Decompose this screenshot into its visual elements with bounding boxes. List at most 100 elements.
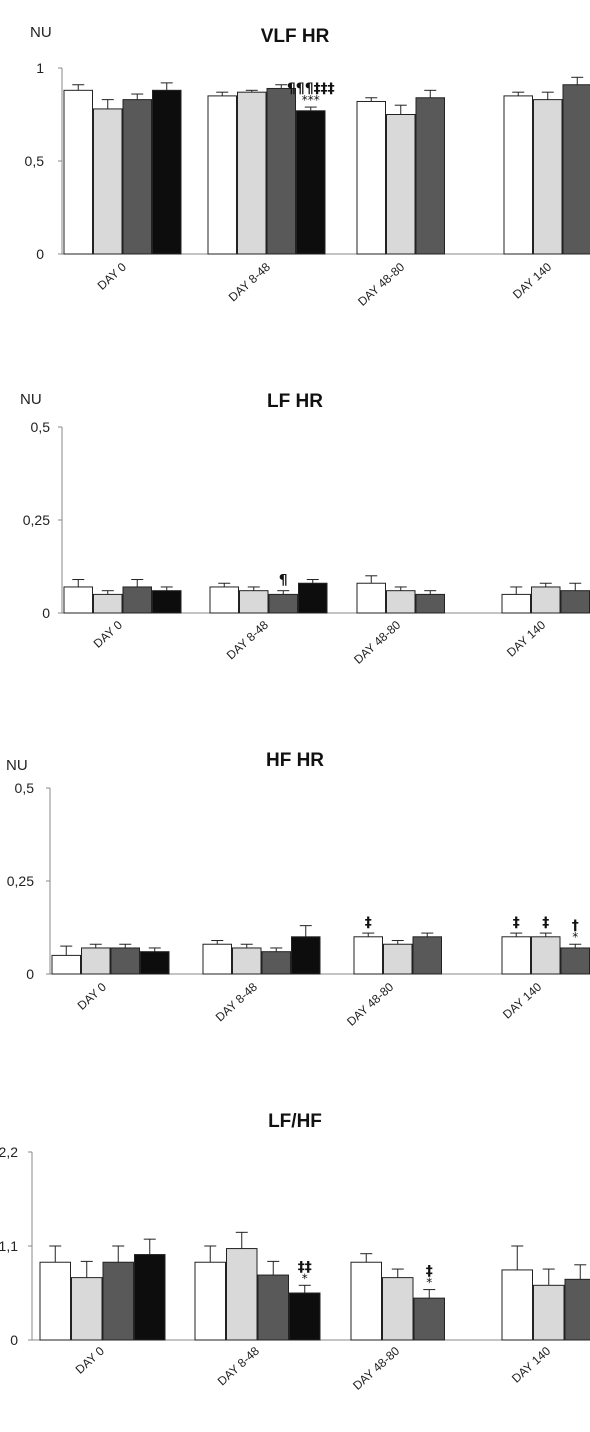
x-category-label: DAY 8-48 bbox=[224, 618, 271, 663]
bar bbox=[226, 1248, 258, 1341]
y-tick-label: 1 bbox=[36, 60, 44, 76]
bar bbox=[122, 586, 152, 614]
y-tick-label: 2,2 bbox=[0, 1144, 18, 1160]
bar bbox=[291, 936, 321, 975]
bar bbox=[122, 99, 152, 255]
bar bbox=[152, 89, 182, 255]
bar bbox=[350, 1261, 382, 1341]
bar bbox=[239, 590, 269, 614]
significance-asterisk: * bbox=[302, 1271, 308, 1285]
bar bbox=[503, 95, 533, 255]
y-unit-label: NU bbox=[6, 757, 28, 774]
y-tick-label: 0,5 bbox=[25, 153, 45, 169]
bar bbox=[413, 1297, 445, 1341]
y-tick-label: 0,5 bbox=[15, 780, 35, 796]
y-tick-label: 0,25 bbox=[23, 512, 50, 528]
bar bbox=[63, 586, 93, 614]
x-category-label: DAY 0 bbox=[95, 260, 130, 293]
bar bbox=[531, 936, 561, 975]
bar bbox=[298, 582, 328, 614]
chart-title: LF/HF bbox=[268, 1111, 322, 1132]
bar bbox=[209, 586, 239, 614]
bar bbox=[560, 590, 590, 614]
bar bbox=[202, 943, 232, 975]
significance-asterisk: *** bbox=[302, 93, 320, 107]
x-category-label: DAY 140 bbox=[504, 618, 548, 660]
x-category-label: DAY 140 bbox=[509, 1344, 553, 1386]
bar bbox=[140, 951, 170, 975]
bar bbox=[501, 593, 531, 614]
chart-title: VLF HR bbox=[261, 26, 330, 47]
bar bbox=[415, 97, 445, 255]
x-category-label: DAY 0 bbox=[75, 980, 110, 1013]
bar bbox=[266, 87, 296, 255]
y-tick-label: 0 bbox=[36, 246, 44, 262]
bar bbox=[353, 936, 383, 975]
bar bbox=[533, 99, 563, 255]
y-tick-label: 0,25 bbox=[7, 873, 34, 889]
bar bbox=[412, 936, 442, 975]
x-category-label: DAY 48-80 bbox=[350, 1344, 402, 1393]
bar bbox=[560, 947, 590, 975]
significance-marker: ¶ bbox=[279, 573, 288, 589]
bar bbox=[386, 590, 416, 614]
significance-asterisk: * bbox=[426, 1276, 432, 1290]
bar bbox=[296, 110, 326, 255]
bar bbox=[93, 593, 123, 614]
bar bbox=[531, 586, 561, 614]
bar bbox=[194, 1261, 226, 1341]
bar bbox=[261, 951, 291, 975]
bar bbox=[102, 1261, 134, 1341]
significance-marker: † bbox=[572, 918, 579, 934]
x-category-label: DAY 140 bbox=[500, 980, 544, 1022]
chart-panel-2: LF HR NU 0 0,25 0,5 ¶ DAY 0 DAY 8-48 DAY 48-80 DA… bbox=[20, 391, 590, 667]
bar bbox=[383, 943, 413, 975]
significance-marker: ‡‡ bbox=[298, 1259, 312, 1275]
bar bbox=[39, 1261, 71, 1341]
bar bbox=[237, 91, 267, 255]
chart-title: HF HR bbox=[266, 750, 324, 771]
bar bbox=[356, 582, 386, 614]
bar bbox=[232, 947, 262, 975]
bar bbox=[564, 1278, 590, 1341]
bar bbox=[71, 1277, 103, 1341]
bar bbox=[152, 590, 182, 614]
bar bbox=[257, 1274, 289, 1341]
bar bbox=[356, 100, 386, 255]
significance-marker: ¶¶¶‡‡‡ bbox=[287, 81, 335, 97]
bar bbox=[81, 947, 111, 975]
bar bbox=[382, 1277, 414, 1341]
chart-panel-3: HF HR NU 0 0,25 0,5 ‡ ‡ ‡ †* DAY 0 DAY 8-48 DAY 48-… bbox=[6, 750, 590, 1029]
x-category-label: DAY 48-80 bbox=[355, 260, 407, 309]
bar bbox=[386, 114, 416, 255]
significance-marker: ‡ bbox=[542, 915, 549, 931]
x-category-label: DAY 0 bbox=[73, 1344, 108, 1377]
x-category-label: DAY 140 bbox=[510, 260, 554, 302]
bar bbox=[93, 108, 123, 255]
y-unit-label: NU bbox=[20, 391, 42, 408]
y-tick-label: 0,5 bbox=[31, 419, 51, 435]
y-tick-label: 0 bbox=[42, 605, 50, 621]
y-tick-label: 0 bbox=[26, 966, 34, 982]
chart-title: LF HR bbox=[267, 391, 323, 412]
y-tick-label: 1,1 bbox=[0, 1238, 18, 1254]
bar bbox=[110, 947, 140, 975]
y-unit-label: NU bbox=[30, 24, 52, 41]
bar bbox=[207, 95, 237, 255]
bar bbox=[63, 89, 93, 255]
x-category-label: DAY 48-80 bbox=[351, 618, 403, 667]
bar bbox=[501, 1269, 533, 1341]
bar bbox=[533, 1284, 565, 1341]
significance-marker: ‡ bbox=[513, 915, 520, 931]
significance-marker: ‡ bbox=[365, 915, 372, 931]
bar bbox=[415, 593, 445, 614]
significance-asterisk: * bbox=[572, 930, 578, 944]
x-category-label: DAY 8-48 bbox=[213, 980, 260, 1025]
bar bbox=[268, 593, 298, 614]
x-category-label: DAY 0 bbox=[91, 618, 126, 651]
y-tick-label: 0 bbox=[10, 1332, 18, 1348]
chart-panel-1: VLF HR NU 0 0,5 1 ¶¶¶‡‡‡*** DAY 0 DAY 8-48 DAY 4… bbox=[25, 24, 590, 309]
bar bbox=[501, 936, 531, 975]
